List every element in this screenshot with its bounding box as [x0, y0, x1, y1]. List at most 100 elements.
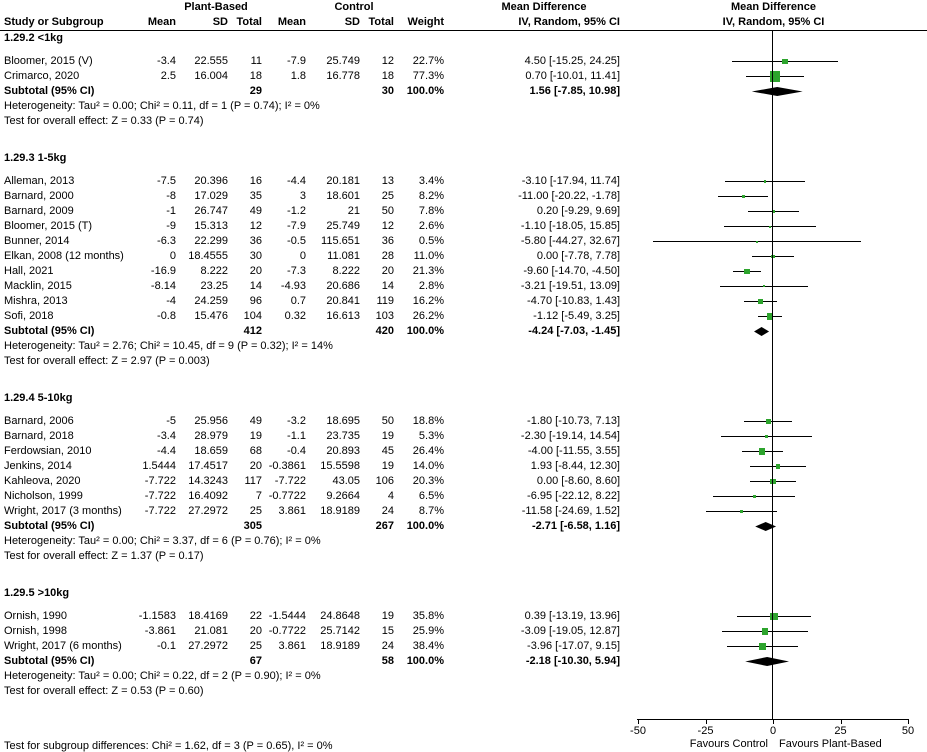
overall-effect-text: Test for overall effect: Z = 0.53 (P = 0…	[4, 685, 204, 697]
subtotal-diamond	[755, 522, 777, 531]
ctl-mean-header: Mean	[277, 16, 306, 28]
ctl-total: 19	[381, 460, 394, 472]
plot-cell	[620, 309, 927, 324]
ctl-sd	[306, 519, 360, 534]
plot-cell	[620, 504, 927, 519]
weight: 20.3%	[412, 475, 444, 487]
subgroup-label: 1.29.5 >10kg	[4, 587, 70, 599]
study-row: Ornish, 1990 -1.1583 18.4169 22 -1.5444 24.86…	[0, 609, 927, 624]
md-ci: 1.93 [-8.44, 12.30]	[530, 460, 620, 472]
axis-tick-label: 50	[901, 725, 915, 737]
pb-sd: 15.313	[194, 220, 228, 232]
weight: 8.7%	[418, 505, 444, 517]
md-ci: 1.56 [-7.85, 10.98]	[529, 85, 620, 97]
md-ci: -2.18 [-10.30, 5.94]	[525, 655, 620, 667]
plot-cell	[620, 151, 927, 166]
plot-cell	[620, 444, 927, 459]
pb-mean	[132, 84, 176, 99]
plot-cell	[620, 84, 927, 99]
plot-cell	[620, 99, 927, 114]
subgroup-header-row: 1.29.5 >10kg	[0, 586, 927, 609]
md-ci: -2.30 [-19.14, 14.54]	[520, 430, 620, 442]
ctl-total: 20	[381, 265, 394, 277]
ctl-sd	[306, 84, 360, 99]
ctl-sd: 24.8648	[320, 610, 360, 622]
heterogeneity-row: Heterogeneity: Tau² = 0.00; Chi² = 0.11,…	[0, 99, 927, 114]
study-label: Bunner, 2014	[4, 235, 70, 247]
ctl-sd: 25.749	[326, 55, 360, 67]
pb-mean-header: Mean	[147, 16, 176, 28]
zero-reference-line	[772, 31, 773, 719]
pb-mean: -3.861	[144, 625, 176, 637]
pb-mean: 0	[169, 250, 176, 262]
study-row: Elkan, 2008 (12 months) 0 18.4555 30 0 11.081…	[0, 249, 927, 264]
overall-effect-text: Test for overall effect: Z = 1.37 (P = 0…	[4, 550, 204, 562]
pb-sd: 16.004	[194, 70, 228, 82]
ctl-total: 15	[381, 625, 394, 637]
pb-sd: 20.396	[194, 175, 228, 187]
plot-cell	[620, 354, 927, 369]
ctl-mean	[262, 654, 306, 669]
subtotal-diamond	[754, 327, 770, 336]
column-header-row: Study or Subgroup Mean SD Total Mean SD …	[0, 15, 927, 31]
study-row: Bloomer, 2015 (T) -9 15.313 12 -7.9 25.749 12 2…	[0, 219, 927, 234]
effect-test-row: Test for overall effect: Z = 1.37 (P = 0…	[0, 549, 927, 564]
weight: 6.5%	[418, 490, 444, 502]
plot-cell	[620, 489, 927, 504]
pb-sd: 22.299	[194, 235, 228, 247]
ctl-total-header: Total	[368, 16, 394, 28]
study-column-header: Study or Subgroup	[4, 16, 104, 28]
pb-mean: -3.4	[157, 430, 176, 442]
study-label: Barnard, 2009	[4, 205, 74, 217]
pb-total: 35	[249, 190, 262, 202]
study-label: Barnard, 2006	[4, 415, 74, 427]
ctl-total: 28	[381, 250, 394, 262]
ci-marker	[759, 448, 766, 455]
study-row: Barnard, 2009 -1 26.747 49 -1.2 21 50 7.8% 0.20 …	[0, 204, 927, 219]
study-row: Bloomer, 2015 (V) -3.4 22.555 11 -7.9 25.749 1…	[0, 54, 927, 69]
plot-cell	[620, 69, 927, 84]
ctl-sd: 8.222	[332, 265, 360, 277]
md-ci: -4.24 [-7.03, -1.45]	[528, 325, 620, 337]
ctl-total: 45	[381, 445, 394, 457]
ci-marker	[758, 642, 766, 651]
study-label: Ornish, 1990	[4, 610, 67, 622]
ci-plot-header: IV, Random, 95% CI	[722, 16, 825, 28]
spacer-cell	[394, 0, 444, 15]
ctl-mean: 3.861	[278, 640, 306, 652]
weight: 5.3%	[418, 430, 444, 442]
ctl-sd: 18.9189	[320, 505, 360, 517]
pb-total: 49	[249, 205, 262, 217]
pb-total: 19	[249, 430, 262, 442]
ctl-sd	[306, 654, 360, 669]
column-group-header-row: Plant-Based Control Mean Difference Mean…	[0, 0, 927, 15]
study-row: Hall, 2021 -16.9 8.222 20 -7.3 8.222 20 21.3% -9…	[0, 264, 927, 279]
axis-tick	[638, 719, 639, 724]
ctl-mean: -7.3	[287, 265, 306, 277]
ci-marker	[771, 209, 776, 214]
ctl-total: 24	[381, 505, 394, 517]
pb-total: 49	[249, 415, 262, 427]
study-label: Barnard, 2018	[4, 430, 74, 442]
study-label: Jenkins, 2014	[4, 460, 72, 472]
plot-cell	[620, 654, 927, 669]
ci-marker	[765, 418, 771, 425]
weight: 18.8%	[412, 415, 444, 427]
plot-cell	[620, 324, 927, 339]
md-ci: -4.70 [-10.83, 1.43]	[527, 295, 620, 307]
favours-control-label: Favours Control	[689, 738, 768, 750]
subgroup-differences-test-text: Test for subgroup differences: Chi² = 1.…	[4, 740, 333, 752]
ctl-sd: 115.651	[321, 235, 360, 247]
axis-tick-label: -25	[697, 725, 714, 737]
plot-cell	[620, 639, 927, 654]
plot-cell	[620, 54, 927, 69]
axis-tick-label: -50	[630, 725, 646, 737]
heterogeneity-row: Heterogeneity: Tau² = 0.00; Chi² = 0.22,…	[0, 669, 927, 684]
ci-marker	[739, 509, 744, 514]
pb-total: 68	[249, 445, 262, 457]
spacer-cell	[0, 0, 132, 15]
group-gap	[0, 369, 927, 391]
plot-cell	[620, 219, 927, 234]
axis-tick-label: 25	[834, 725, 847, 737]
